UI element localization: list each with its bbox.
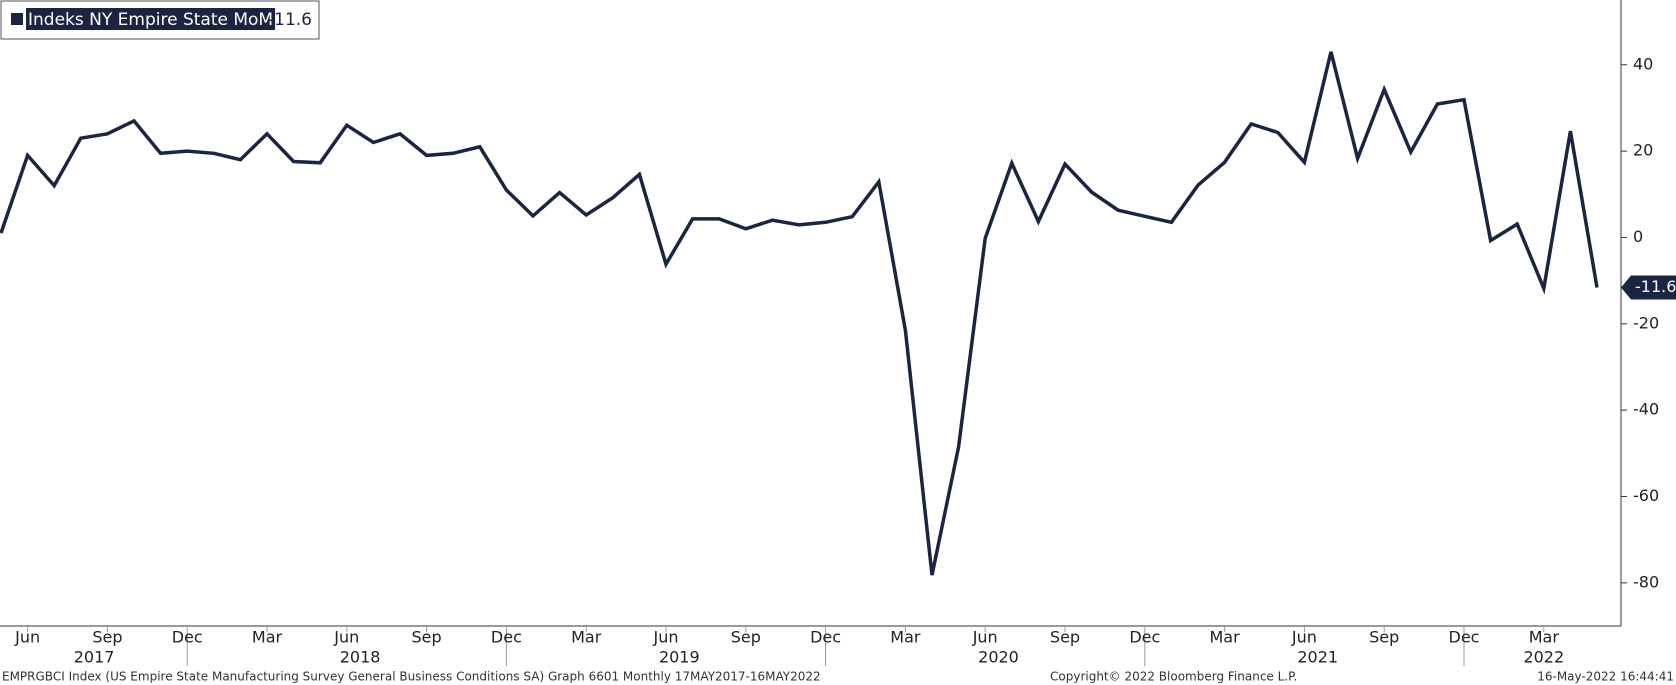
y-tick-label: -80 — [1633, 572, 1659, 591]
year-label: 2018 — [340, 648, 381, 667]
x-tick-label: Sep — [1050, 628, 1080, 647]
last-value-tag — [1621, 275, 1676, 300]
y-tick-label: 20 — [1633, 141, 1653, 160]
x-tick-label: Sep — [1369, 628, 1399, 647]
legend-highlight — [26, 8, 276, 30]
legend: Indeks NY Empire State MoM -11.6 — [0, 0, 320, 40]
year-label: 2017 — [74, 648, 115, 667]
footer-date: 16-May-2022 16:44:41 — [1537, 670, 1674, 684]
footer-copyright: Copyright© 2022 Bloomberg Finance L.P. — [1050, 670, 1297, 684]
x-tick-label: Jun — [1291, 628, 1317, 647]
x-tick-label: Jun — [14, 628, 40, 647]
x-tick-label: Dec — [1449, 628, 1480, 647]
legend-value: -11.6 — [268, 10, 312, 30]
x-tick-label: Mar — [890, 628, 921, 647]
y-tick-label: 40 — [1633, 54, 1653, 73]
x-tick-label: Sep — [92, 628, 122, 647]
x-tick-label: Dec — [1129, 628, 1160, 647]
y-tick-label: -20 — [1633, 313, 1659, 332]
legend-label: Indeks NY Empire State MoM — [28, 10, 273, 30]
footer-source: EMPRGBCI Index (US Empire State Manufact… — [2, 670, 821, 684]
x-tick-label: Mar — [1529, 628, 1560, 647]
x-tick-label: Jun — [653, 628, 679, 647]
year-label: 2019 — [659, 648, 700, 667]
year-label: 2021 — [1297, 648, 1338, 667]
year-label: 2020 — [978, 648, 1019, 667]
x-tick-label: Jun — [972, 628, 998, 647]
x-tick-label: Mar — [571, 628, 602, 647]
legend-swatch — [11, 13, 23, 25]
last-value-label: -11.6 — [1635, 277, 1676, 296]
x-tick-label: Dec — [491, 628, 522, 647]
x-tick-label: Mar — [252, 628, 283, 647]
y-tick-label: -60 — [1633, 486, 1659, 505]
x-tick-label: Jun — [333, 628, 359, 647]
x-tick-label: Mar — [1210, 628, 1241, 647]
x-tick-label: Dec — [810, 628, 841, 647]
x-tick-label: Sep — [731, 628, 761, 647]
x-tick-label: Sep — [412, 628, 442, 647]
x-tick-label: Dec — [172, 628, 203, 647]
year-label: 2022 — [1523, 648, 1564, 667]
y-tick-label: -40 — [1633, 400, 1659, 419]
y-tick-label: 0 — [1633, 227, 1643, 246]
series-line — [0, 51, 1599, 576]
